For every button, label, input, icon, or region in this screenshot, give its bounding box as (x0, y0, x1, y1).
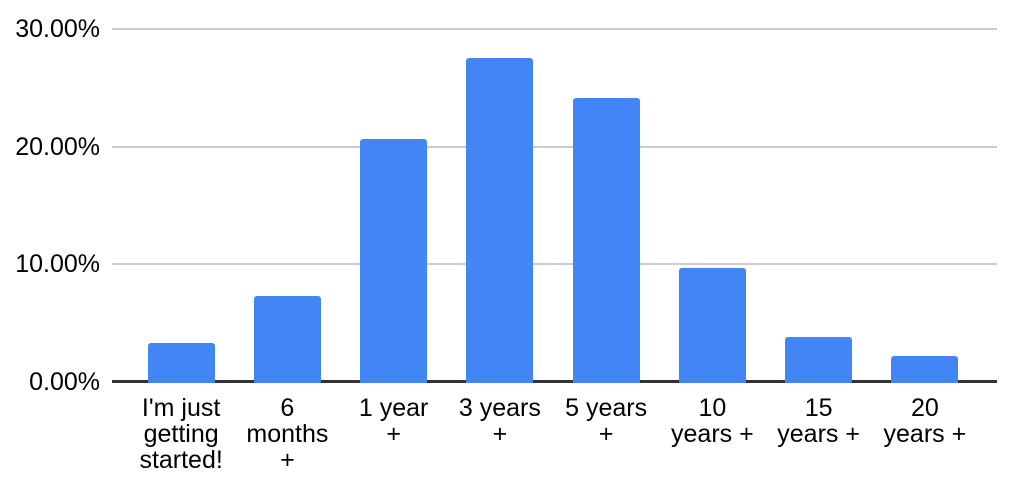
x-axis-labels: I'm just getting started! 6 months + 1 yea… (128, 395, 978, 473)
bar-1-year (360, 139, 428, 383)
bar-10-years (678, 268, 746, 383)
bar-5-years (572, 98, 640, 383)
x-tick-label: 1 year + (358, 394, 429, 448)
y-tick-label: 20.00% (15, 132, 100, 161)
bar-i-m-just-getting-started (147, 343, 215, 383)
x-tick-label: 20 years + (883, 394, 967, 448)
bar-20-years (891, 356, 959, 383)
x-tick-label: 5 years + (565, 394, 648, 448)
x-tick-label: 6 months + (246, 394, 329, 474)
y-tick-label: 10.00% (15, 250, 100, 279)
bar-slot (128, 29, 234, 383)
bar-slot (766, 29, 872, 383)
y-tick-label: 30.00% (15, 15, 100, 43)
bar-slot (553, 29, 659, 383)
bar-3-years (466, 58, 534, 383)
bar-slot (447, 29, 553, 383)
x-axis-line (112, 380, 997, 383)
gridline (112, 263, 997, 266)
bars-row (128, 29, 978, 383)
bar-slot (341, 29, 447, 383)
bar-15-years (785, 337, 853, 383)
bar-slot (872, 29, 978, 383)
x-tick-label: 10 years + (671, 394, 754, 448)
x-tick-label: 15 years + (777, 394, 860, 448)
gridline (112, 28, 997, 30)
bar-slot (234, 29, 340, 383)
x-tick-label: 3 years + (458, 394, 541, 448)
y-tick-label: 0.00% (29, 368, 100, 396)
x-tick-label: I'm just getting started! (139, 394, 223, 474)
gridline (112, 145, 997, 148)
bar-slot (659, 29, 765, 383)
bar-6-months (253, 296, 321, 383)
